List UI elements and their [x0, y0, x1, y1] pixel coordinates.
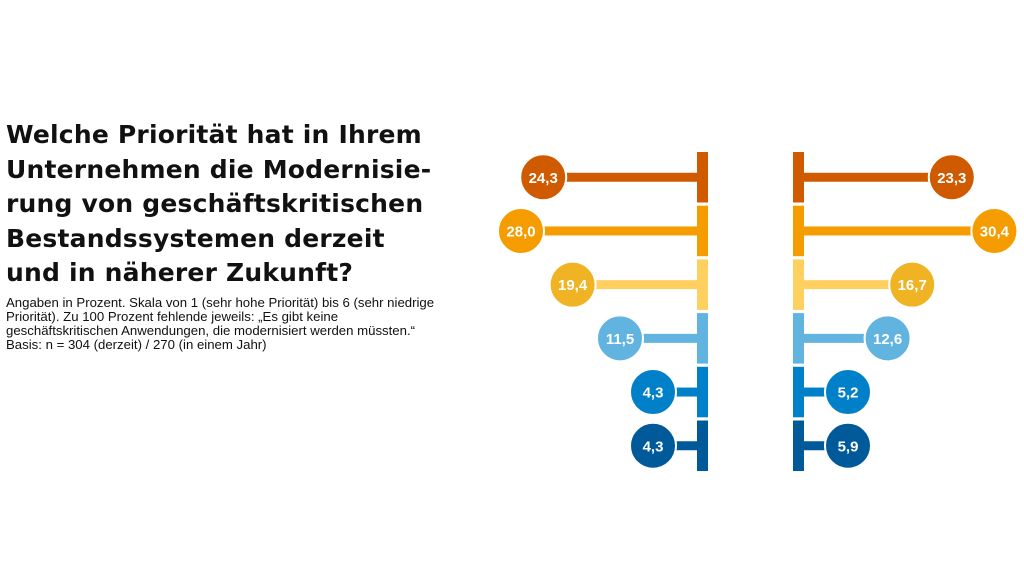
bar-line — [521, 226, 697, 236]
bar-line — [804, 280, 913, 290]
axis-segment — [697, 205, 708, 257]
value-circle — [629, 421, 677, 470]
axis-segment — [793, 420, 804, 471]
chart-subtitle: Angaben in Prozent. Skala von 1 (sehr ho… — [6, 295, 435, 352]
axis-segment — [697, 259, 708, 310]
data-label: 30,4 — [980, 223, 1010, 240]
axis-segment — [697, 420, 708, 471]
value-circle — [596, 314, 644, 363]
value-circle — [970, 206, 1019, 255]
bar-line — [543, 172, 697, 182]
data-label: 23,3 — [937, 170, 966, 187]
bar-line — [804, 226, 995, 236]
value-circle — [629, 368, 677, 417]
axis-segment — [793, 205, 804, 257]
data-label: 5,9 — [838, 438, 859, 455]
value-circle — [519, 153, 568, 202]
value-circle — [927, 153, 976, 202]
value-circle — [497, 206, 545, 255]
axis-segment — [793, 313, 804, 364]
value-circle — [548, 260, 597, 309]
axis-segment — [793, 152, 804, 203]
value-circle — [888, 260, 937, 309]
axis-segment — [697, 366, 708, 418]
data-label: 28,0 — [506, 223, 535, 240]
data-label: 12,6 — [873, 331, 902, 348]
axis-segment — [793, 366, 804, 418]
axis-segment — [793, 259, 804, 310]
data-label: 11,5 — [606, 331, 634, 348]
data-label: 19,4 — [558, 277, 588, 294]
data-label: 24,3 — [529, 170, 558, 187]
chart-title: Welche Priorität hat in Ihrem Unternehme… — [6, 120, 432, 287]
data-label: 5,2 — [838, 385, 859, 402]
bar-line — [804, 333, 888, 343]
bar-line — [572, 280, 697, 290]
value-circle — [824, 421, 872, 470]
data-label: 4,3 — [643, 438, 664, 455]
axis-segment — [697, 313, 708, 364]
value-circle — [863, 314, 912, 363]
bar-line — [620, 333, 697, 343]
bar-line — [804, 172, 952, 182]
data-label: 16,7 — [898, 277, 927, 294]
value-circle — [824, 368, 872, 417]
axis-segment — [697, 152, 708, 203]
data-label: 4,3 — [643, 385, 664, 402]
